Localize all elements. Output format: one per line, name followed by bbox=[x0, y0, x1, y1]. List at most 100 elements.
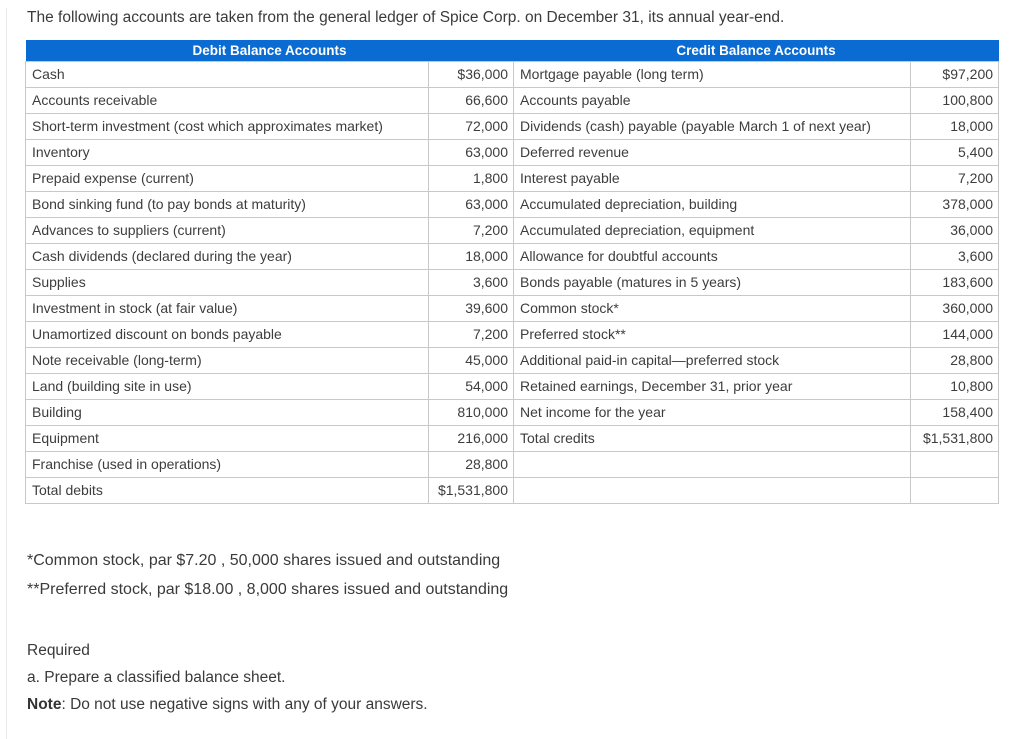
debit-amount: 66,600 bbox=[427, 86, 515, 114]
credit-amount-empty bbox=[910, 476, 1000, 504]
debit-account-name: Advances to suppliers (current) bbox=[25, 216, 429, 244]
table-row: Cash dividends (declared during the year… bbox=[25, 242, 1000, 270]
credit-amount: 360,000 bbox=[910, 294, 1000, 322]
debit-account-name: Short-term investment (cost which approx… bbox=[25, 112, 429, 140]
table-row: Unamortized discount on bonds payable 7,… bbox=[25, 320, 1000, 348]
debit-account-name: Franchise (used in operations) bbox=[25, 450, 429, 478]
note-label: Note bbox=[27, 695, 62, 713]
credit-amount: 378,000 bbox=[910, 190, 1000, 218]
credit-account-name: Retained earnings, December 31, prior ye… bbox=[513, 372, 912, 400]
debit-account-name: Prepaid expense (current) bbox=[25, 164, 429, 192]
credit-account-name-empty bbox=[513, 450, 912, 478]
credit-account-name: Allowance for doubtful accounts bbox=[513, 242, 912, 270]
problem-statement: The following accounts are taken from th… bbox=[27, 9, 785, 26]
table-row: Franchise (used in operations) 28,800 bbox=[25, 450, 1000, 478]
table-row: Note receivable (long-term) 45,000 Addit… bbox=[25, 346, 1000, 374]
footnotes: *Common stock, par $7.20 , 50,000 shares… bbox=[27, 546, 1024, 604]
debit-amount: 63,000 bbox=[427, 190, 515, 218]
credit-amount-total: $1,531,800 bbox=[910, 424, 1000, 452]
credit-account-name: Deferred revenue bbox=[513, 138, 912, 166]
table-row: Equipment 216,000 Total credits $1,531,8… bbox=[25, 424, 1000, 452]
debit-column-header: Debit Balance Accounts bbox=[25, 40, 514, 61]
debit-account-name: Total debits bbox=[25, 476, 429, 504]
left-panel-border bbox=[6, 8, 7, 739]
table-row: Prepaid expense (current) 1,800 Interest… bbox=[25, 164, 1000, 192]
debit-amount: 810,000 bbox=[427, 398, 515, 426]
footnote-preferred-stock: **Preferred stock, par $18.00 , 8,000 sh… bbox=[27, 580, 509, 598]
table-row: Short-term investment (cost which approx… bbox=[25, 112, 1000, 140]
debit-account-name: Investment in stock (at fair value) bbox=[25, 294, 429, 322]
debit-amount-total: $1,531,800 bbox=[427, 476, 515, 504]
credit-account-name: Mortgage payable (long term) bbox=[513, 60, 912, 88]
credit-account-name-empty bbox=[513, 476, 912, 504]
credit-amount: 7,200 bbox=[910, 164, 1000, 192]
table-row: Advances to suppliers (current) 7,200 Ac… bbox=[25, 216, 1000, 244]
credit-amount: 28,800 bbox=[910, 346, 1000, 374]
required-item-a: a. Prepare a classified balance sheet. bbox=[27, 668, 286, 686]
required-heading: Required bbox=[27, 641, 90, 659]
table-row: Total debits $1,531,800 bbox=[25, 476, 1000, 504]
debit-account-name: Cash bbox=[25, 60, 429, 88]
debit-account-name: Building bbox=[25, 398, 429, 426]
credit-account-name: Dividends (cash) payable (payable March … bbox=[513, 112, 912, 140]
debit-amount: 18,000 bbox=[427, 242, 515, 270]
debit-account-name: Accounts receivable bbox=[25, 86, 429, 114]
debit-amount: 7,200 bbox=[427, 320, 515, 348]
debit-account-name: Land (building site in use) bbox=[25, 372, 429, 400]
required-note: Note: Do not use negative signs with any… bbox=[27, 691, 1024, 718]
credit-amount-empty bbox=[910, 450, 1000, 478]
credit-account-name: Common stock* bbox=[513, 294, 912, 322]
debit-amount: 45,000 bbox=[427, 346, 515, 374]
credit-account-name: Preferred stock** bbox=[513, 320, 912, 348]
table-row: Land (building site in use) 54,000 Retai… bbox=[25, 372, 1000, 400]
credit-amount: 18,000 bbox=[910, 112, 1000, 140]
ledger-table: Debit Balance Accounts Credit Balance Ac… bbox=[25, 40, 1000, 504]
problem-content: The following accounts are taken from th… bbox=[0, 8, 1024, 718]
credit-amount: 10,800 bbox=[910, 372, 1000, 400]
debit-amount: 1,800 bbox=[427, 164, 515, 192]
debit-amount: 54,000 bbox=[427, 372, 515, 400]
credit-account-name: Accounts payable bbox=[513, 86, 912, 114]
credit-amount: 183,600 bbox=[910, 268, 1000, 296]
table-row: Supplies 3,600 Bonds payable (matures in… bbox=[25, 268, 1000, 296]
debit-amount: 216,000 bbox=[427, 424, 515, 452]
required-section: Required a. Prepare a classified balance… bbox=[27, 637, 1024, 718]
debit-account-name: Unamortized discount on bonds payable bbox=[25, 320, 429, 348]
credit-account-name: Net income for the year bbox=[513, 398, 912, 426]
table-row: Building 810,000 Net income for the year… bbox=[25, 398, 1000, 426]
credit-account-name: Total credits bbox=[513, 424, 912, 452]
table-row: Investment in stock (at fair value) 39,6… bbox=[25, 294, 1000, 322]
debit-amount: 3,600 bbox=[427, 268, 515, 296]
debit-account-name: Inventory bbox=[25, 138, 429, 166]
note-text: : Do not use negative signs with any of … bbox=[61, 695, 428, 713]
debit-account-name: Cash dividends (declared during the year… bbox=[25, 242, 429, 270]
credit-amount: 3,600 bbox=[910, 242, 1000, 270]
table-row: Inventory 63,000 Deferred revenue 5,400 bbox=[25, 138, 1000, 166]
table-row: Cash $36,000 Mortgage payable (long term… bbox=[25, 60, 1000, 88]
credit-account-name: Accumulated depreciation, building bbox=[513, 190, 912, 218]
credit-amount: $97,200 bbox=[910, 60, 1000, 88]
credit-column-header: Credit Balance Accounts bbox=[513, 40, 999, 61]
debit-amount: 7,200 bbox=[427, 216, 515, 244]
credit-account-name: Additional paid-in capital—preferred sto… bbox=[513, 346, 912, 374]
debit-account-name: Supplies bbox=[25, 268, 429, 296]
credit-amount: 5,400 bbox=[910, 138, 1000, 166]
table-header-row: Debit Balance Accounts Credit Balance Ac… bbox=[25, 40, 999, 61]
debit-amount-franchise: 28,800 bbox=[427, 450, 515, 478]
table-row: Bond sinking fund (to pay bonds at matur… bbox=[25, 190, 1000, 218]
credit-amount: 100,800 bbox=[910, 86, 1000, 114]
debit-account-name: Note receivable (long-term) bbox=[25, 346, 429, 374]
footnote-common-stock: *Common stock, par $7.20 , 50,000 shares… bbox=[27, 551, 501, 569]
credit-amount-net-income: 158,400 bbox=[910, 398, 1000, 426]
credit-account-name: Interest payable bbox=[513, 164, 912, 192]
credit-amount: 36,000 bbox=[910, 216, 1000, 244]
page: The following accounts are taken from th… bbox=[0, 8, 1024, 739]
debit-account-name: Bond sinking fund (to pay bonds at matur… bbox=[25, 190, 429, 218]
credit-account-name: Accumulated depreciation, equipment bbox=[513, 216, 912, 244]
debit-amount: $36,000 bbox=[427, 60, 515, 88]
debit-amount: 72,000 bbox=[427, 112, 515, 140]
debit-account-name: Equipment bbox=[25, 424, 429, 452]
credit-account-name: Bonds payable (matures in 5 years) bbox=[513, 268, 912, 296]
debit-amount: 39,600 bbox=[427, 294, 515, 322]
table-row: Accounts receivable 66,600 Accounts paya… bbox=[25, 86, 1000, 114]
